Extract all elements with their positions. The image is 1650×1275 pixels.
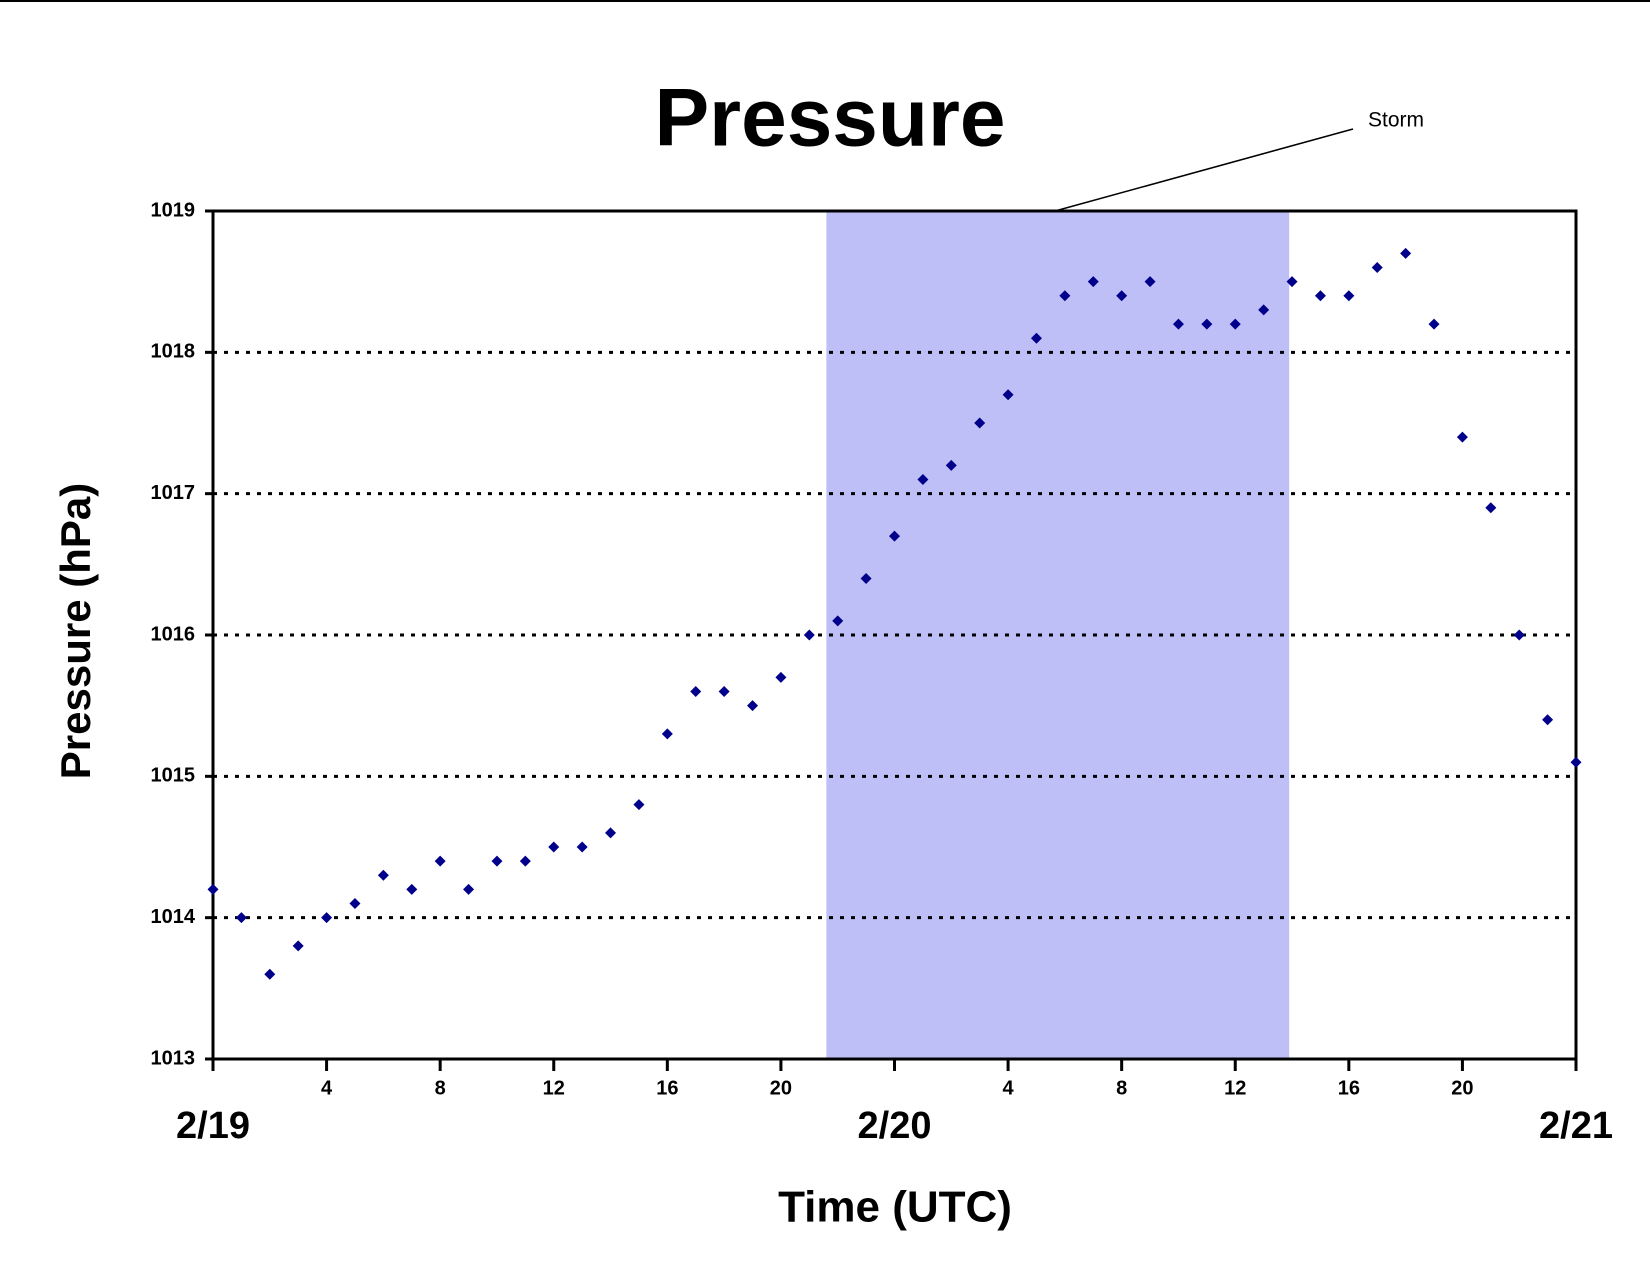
data-point bbox=[491, 855, 503, 867]
data-point bbox=[1428, 318, 1440, 330]
data-point bbox=[1144, 276, 1156, 288]
data-point bbox=[1570, 756, 1582, 768]
data-point bbox=[321, 912, 333, 924]
x-tick-label: 12 bbox=[543, 1077, 565, 1099]
data-point bbox=[1400, 247, 1412, 259]
x-tick-label: 4 bbox=[321, 1077, 333, 1099]
data-point bbox=[1002, 389, 1014, 401]
x-tick-label: 20 bbox=[770, 1077, 792, 1099]
data-point bbox=[349, 898, 361, 910]
data-point bbox=[1513, 629, 1525, 641]
data-point bbox=[832, 615, 844, 627]
data-point bbox=[1116, 290, 1128, 302]
data-point bbox=[292, 940, 304, 952]
data-point bbox=[1542, 714, 1554, 726]
data-point bbox=[974, 417, 986, 429]
data-point bbox=[945, 459, 957, 471]
data-point bbox=[633, 799, 645, 811]
x-tick-label: 8 bbox=[1116, 1077, 1127, 1099]
y-tick-label: 1013 bbox=[151, 1047, 196, 1069]
data-point bbox=[1314, 290, 1326, 302]
annotation-label: Storm bbox=[1368, 109, 1424, 132]
plot-frame bbox=[211, 209, 1578, 1061]
data-point bbox=[917, 474, 929, 486]
data-point bbox=[377, 869, 389, 881]
data-point bbox=[207, 883, 219, 895]
y-axis-label: Pressure (hPa) bbox=[52, 483, 99, 779]
data-point bbox=[605, 827, 617, 839]
x-tick-label: 16 bbox=[656, 1077, 678, 1099]
data-point bbox=[434, 855, 446, 867]
data-point bbox=[576, 841, 588, 853]
x-tick-label: 12 bbox=[1224, 1077, 1246, 1099]
storm-band bbox=[826, 211, 1290, 1059]
x-tick-label: 4 bbox=[1003, 1077, 1015, 1099]
data-point bbox=[747, 700, 759, 712]
x-tick-label: 20 bbox=[1451, 1077, 1473, 1099]
x-day-label: 2/20 bbox=[858, 1105, 932, 1147]
y-tick-label: 1015 bbox=[151, 765, 196, 787]
data-point bbox=[406, 883, 418, 895]
y-tick-label: 1016 bbox=[151, 623, 196, 645]
data-point bbox=[860, 572, 872, 584]
data-point bbox=[661, 728, 673, 740]
data-point bbox=[1258, 304, 1270, 316]
plot-area: 1013 1014 1015 1016 1017 1018 1019 2/19 4 8 12 16 20… bbox=[151, 199, 1613, 1147]
data-point bbox=[775, 671, 787, 683]
data-point bbox=[1229, 318, 1241, 330]
data-point bbox=[1030, 332, 1042, 344]
y-tick-label: 1014 bbox=[151, 906, 196, 928]
data-point bbox=[1286, 276, 1298, 288]
data-point bbox=[463, 883, 475, 895]
x-axis-label: Time (UTC) bbox=[778, 1183, 1012, 1232]
data-point bbox=[235, 912, 247, 924]
data-point bbox=[1456, 431, 1468, 443]
y-tick-label: 1019 bbox=[151, 199, 196, 221]
y-tick-label: 1017 bbox=[151, 482, 196, 504]
annotation-leader bbox=[1054, 128, 1354, 212]
data-point bbox=[1172, 318, 1184, 330]
data-point bbox=[889, 530, 900, 542]
data-point bbox=[1201, 318, 1213, 330]
data-point bbox=[519, 855, 531, 867]
data-point bbox=[264, 968, 276, 980]
data-point bbox=[803, 629, 815, 641]
x-tick-label: 8 bbox=[435, 1077, 446, 1099]
data-point bbox=[1371, 262, 1383, 274]
chart-title: Pressure bbox=[654, 73, 1005, 164]
data-point bbox=[1087, 276, 1099, 288]
x-day-label: 2/21 bbox=[1539, 1105, 1613, 1147]
x-tick-label: 16 bbox=[1338, 1077, 1360, 1099]
data-point bbox=[690, 686, 702, 698]
data-point bbox=[548, 841, 560, 853]
x-day-label: 2/19 bbox=[176, 1105, 250, 1147]
data-point bbox=[718, 686, 730, 698]
data-point bbox=[1485, 502, 1497, 514]
data-point bbox=[1059, 290, 1071, 302]
y-tick-label: 1018 bbox=[151, 341, 196, 363]
data-point bbox=[1343, 290, 1355, 302]
